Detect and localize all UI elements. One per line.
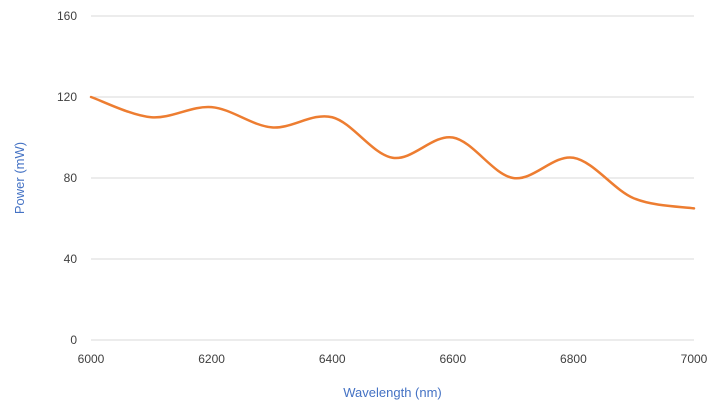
gridlines (91, 15, 694, 341)
series-lines (89, 95, 696, 210)
y-tick-label: 80 (64, 171, 78, 185)
y-tick-label: 120 (57, 90, 77, 104)
series-line-0 (89, 95, 696, 210)
x-tick-label: 6400 (319, 352, 346, 366)
y-axis-title: Power (mW) (12, 142, 27, 214)
x-tick-label: 7000 (681, 352, 708, 366)
x-tick-label: 6800 (560, 352, 587, 366)
y-tick-label: 160 (57, 9, 77, 23)
y-tick-labels: 0 40 80 120 160 (57, 9, 77, 347)
y-tick-label: 40 (64, 252, 78, 266)
y-tick-label: 0 (70, 333, 77, 347)
x-tick-label: 6200 (198, 352, 225, 366)
x-tick-label: 6000 (78, 352, 105, 366)
x-tick-labels: 6000 6200 6400 6600 6800 7000 (78, 352, 708, 366)
x-tick-label: 6600 (439, 352, 466, 366)
x-axis-title: Wavelength (nm) (343, 385, 442, 400)
